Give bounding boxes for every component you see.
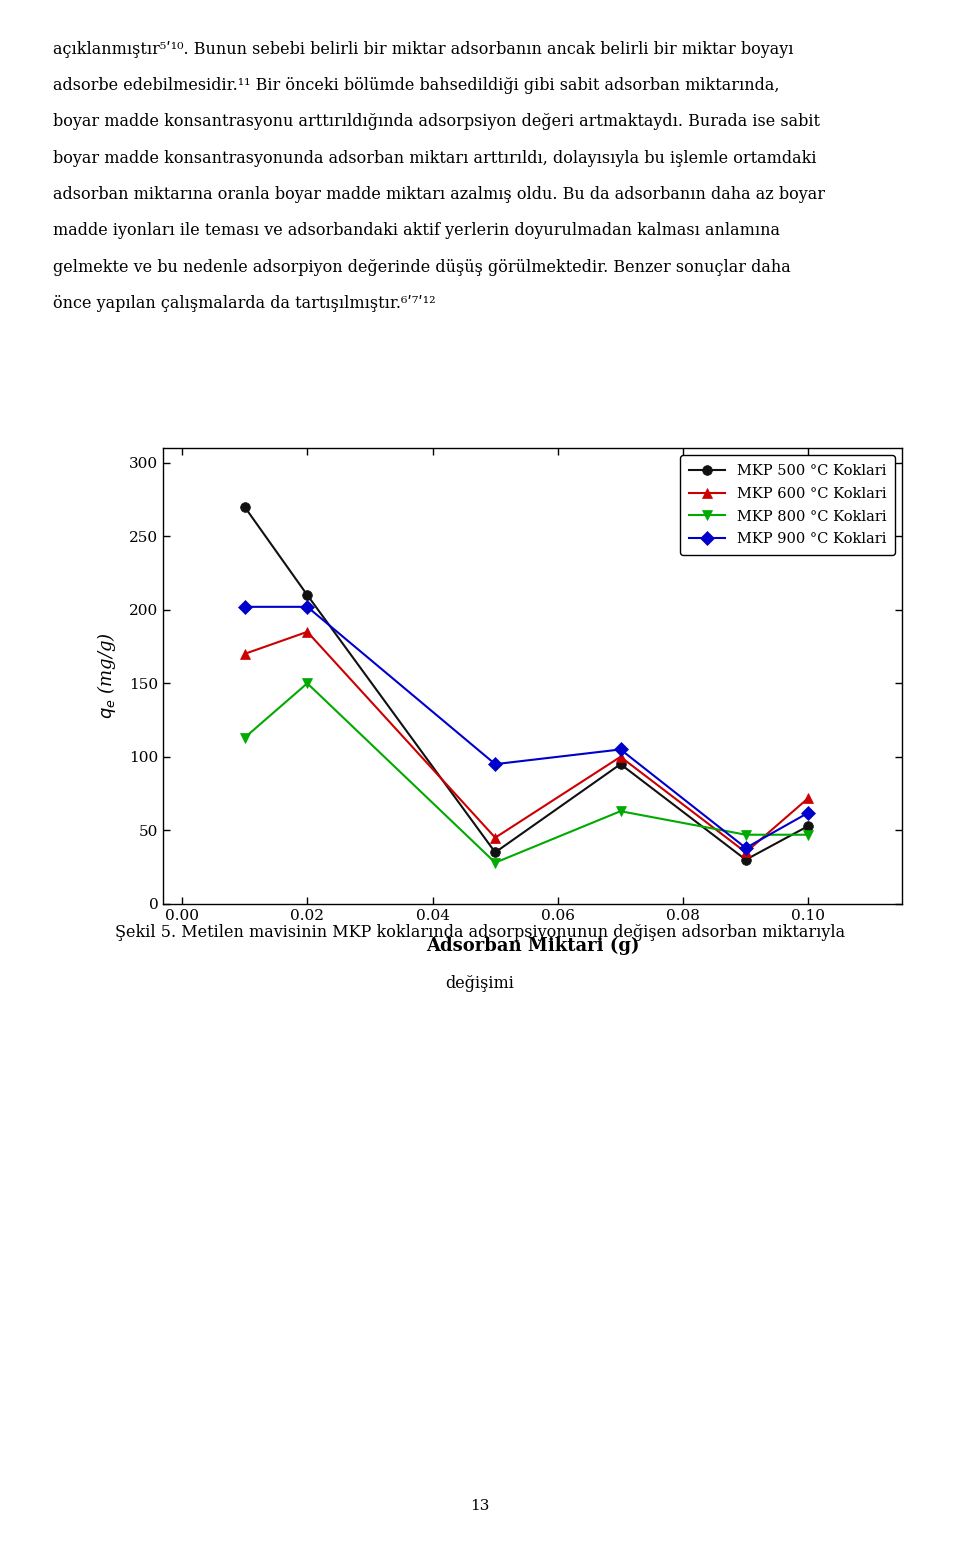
- MKP 600 °C Koklari: [239, 644, 251, 663]
- Line: MKP 500 °C Koklari: MKP 500 °C Koklari: [240, 502, 813, 865]
- Text: adsorbe edebilmesidir.¹¹ Bir önceki bölümde bahsedildiği gibi sabit adsorban mik: adsorbe edebilmesidir.¹¹ Bir önceki bölü…: [53, 77, 780, 94]
- Text: açıklanmıştır⁵ʹ¹⁰. Bunun sebebi belirli bir miktar adsorbanın ancak belirli bir : açıklanmıştır⁵ʹ¹⁰. Bunun sebebi belirli …: [53, 40, 793, 57]
- MKP 600 °C Koklari: [301, 623, 313, 641]
- MKP 500 °C Koklari: [614, 756, 626, 774]
- Text: önce yapılan çalışmalarda da tartışılmıştır.⁶ʹ⁷ʹ¹²: önce yapılan çalışmalarda da tartışılmış…: [53, 295, 436, 312]
- MKP 600 °C Koklari: [803, 788, 814, 806]
- MKP 600 °C Koklari: [490, 828, 501, 847]
- Text: boyar madde konsantrasyonu arttırıldığında adsorpsiyon değeri artmaktaydı. Burad: boyar madde konsantrasyonu arttırıldığın…: [53, 113, 820, 130]
- MKP 800 °C Koklari: [239, 728, 251, 746]
- Text: adsorban miktarına oranla boyar madde miktarı azalmış oldu. Bu da adsorbanın dah: adsorban miktarına oranla boyar madde mi…: [53, 185, 825, 202]
- MKP 900 °C Koklari: [740, 839, 752, 857]
- MKP 800 °C Koklari: [740, 825, 752, 844]
- MKP 800 °C Koklari: [614, 802, 626, 820]
- MKP 600 °C Koklari: [740, 844, 752, 862]
- MKP 900 °C Koklari: [239, 598, 251, 616]
- Text: 13: 13: [470, 1499, 490, 1514]
- Line: MKP 900 °C Koklari: MKP 900 °C Koklari: [240, 603, 813, 853]
- MKP 500 °C Koklari: [301, 586, 313, 604]
- Line: MKP 600 °C Koklari: MKP 600 °C Koklari: [240, 627, 813, 857]
- MKP 800 °C Koklari: [301, 674, 313, 692]
- MKP 500 °C Koklari: [740, 850, 752, 868]
- MKP 500 °C Koklari: [490, 844, 501, 862]
- Y-axis label: $q_e$ (mg/g): $q_e$ (mg/g): [95, 632, 118, 720]
- MKP 500 °C Koklari: [239, 497, 251, 516]
- MKP 900 °C Koklari: [614, 740, 626, 759]
- MKP 800 °C Koklari: [490, 853, 501, 871]
- MKP 900 °C Koklari: [490, 756, 501, 774]
- Text: değişimi: değişimi: [445, 975, 515, 992]
- Text: madde iyonları ile teması ve adsorbandaki aktif yerlerin doyurulmadan kalması an: madde iyonları ile teması ve adsorbandak…: [53, 222, 780, 239]
- MKP 800 °C Koklari: [803, 825, 814, 844]
- MKP 600 °C Koklari: [614, 748, 626, 766]
- Line: MKP 800 °C Koklari: MKP 800 °C Koklari: [240, 678, 813, 868]
- Legend: MKP 500 °C Koklari, MKP 600 °C Koklari, MKP 800 °C Koklari, MKP 900 °C Koklari: MKP 500 °C Koklari, MKP 600 °C Koklari, …: [680, 456, 895, 555]
- Text: Şekil 5. Metilen mavisinin MKP koklarında adsorpsiyonunun değişen adsorban mikta: Şekil 5. Metilen mavisinin MKP koklarınd…: [115, 924, 845, 941]
- X-axis label: Adsorban Miktari (g): Adsorban Miktari (g): [426, 936, 639, 955]
- MKP 900 °C Koklari: [301, 598, 313, 616]
- MKP 900 °C Koklari: [803, 803, 814, 822]
- MKP 500 °C Koklari: [803, 817, 814, 836]
- Text: boyar madde konsantrasyonunda adsorban miktarı arttırıldı, dolayısıyla bu işleml: boyar madde konsantrasyonunda adsorban m…: [53, 150, 816, 167]
- Text: gelmekte ve bu nedenle adsorpiyon değerinde düşüş görülmektedir. Benzer sonuçlar: gelmekte ve bu nedenle adsorpiyon değeri…: [53, 258, 790, 275]
